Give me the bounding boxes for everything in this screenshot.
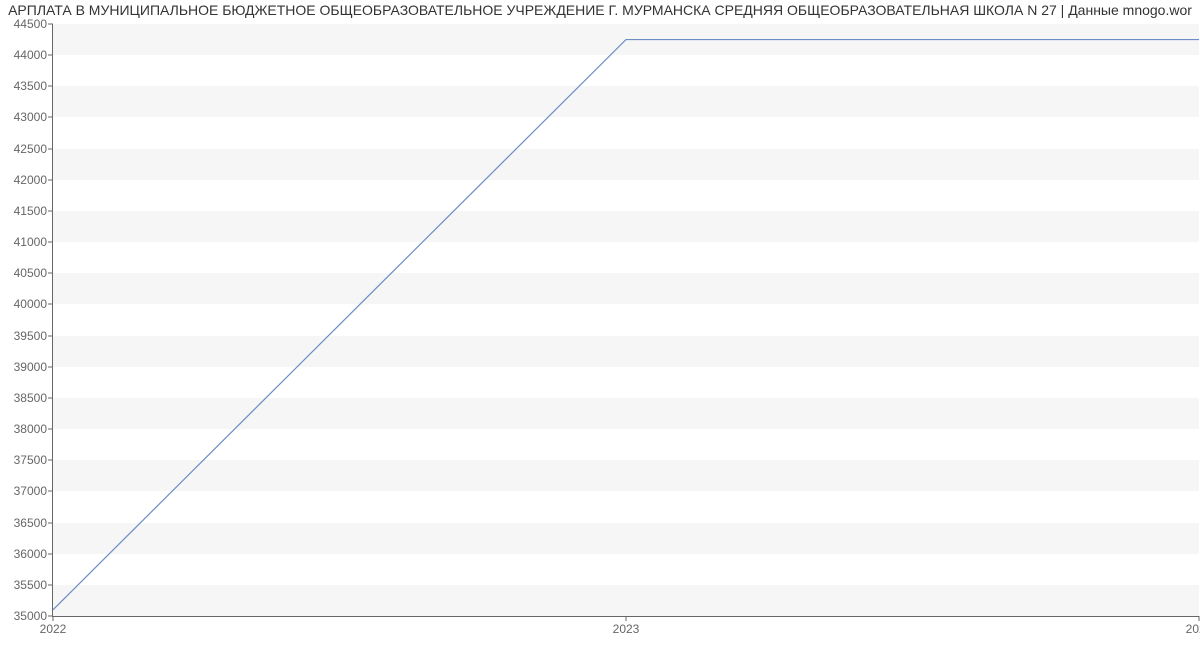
- x-tick-label: 2023: [613, 622, 640, 636]
- x-tick-mark: [1199, 616, 1200, 621]
- y-tick-label: 39500: [14, 329, 47, 343]
- x-tick-label: 2022: [40, 622, 67, 636]
- y-tick-label: 43000: [14, 110, 47, 124]
- line-series-svg: [53, 24, 1199, 616]
- x-tick-mark: [53, 616, 54, 621]
- y-tick-label: 41500: [14, 204, 47, 218]
- y-tick-label: 42500: [14, 142, 47, 156]
- y-tick-label: 40000: [14, 297, 47, 311]
- y-tick-label: 37500: [14, 453, 47, 467]
- chart-title: АРПЛАТА В МУНИЦИПАЛЬНОЕ БЮДЖЕТНОЕ ОБЩЕОБ…: [0, 2, 1200, 18]
- y-tick-label: 39000: [14, 360, 47, 374]
- y-tick-label: 42000: [14, 173, 47, 187]
- y-tick-label: 35500: [14, 578, 47, 592]
- x-tick-label: 2024: [1186, 622, 1200, 636]
- y-tick-label: 44500: [14, 17, 47, 31]
- y-tick-label: 43500: [14, 79, 47, 93]
- y-tick-label: 41000: [14, 235, 47, 249]
- y-tick-label: 40500: [14, 266, 47, 280]
- y-tick-label: 37000: [14, 484, 47, 498]
- y-tick-label: 36500: [14, 516, 47, 530]
- series-line: [53, 40, 1199, 610]
- y-tick-label: 44000: [14, 48, 47, 62]
- y-tick-label: 36000: [14, 547, 47, 561]
- y-tick-label: 38000: [14, 422, 47, 436]
- x-tick-mark: [626, 616, 627, 621]
- plot-area: 3500035500360003650037000375003800038500…: [52, 24, 1199, 617]
- y-tick-label: 35000: [14, 609, 47, 623]
- y-tick-label: 38500: [14, 391, 47, 405]
- chart-container: АРПЛАТА В МУНИЦИПАЛЬНОЕ БЮДЖЕТНОЕ ОБЩЕОБ…: [0, 0, 1200, 650]
